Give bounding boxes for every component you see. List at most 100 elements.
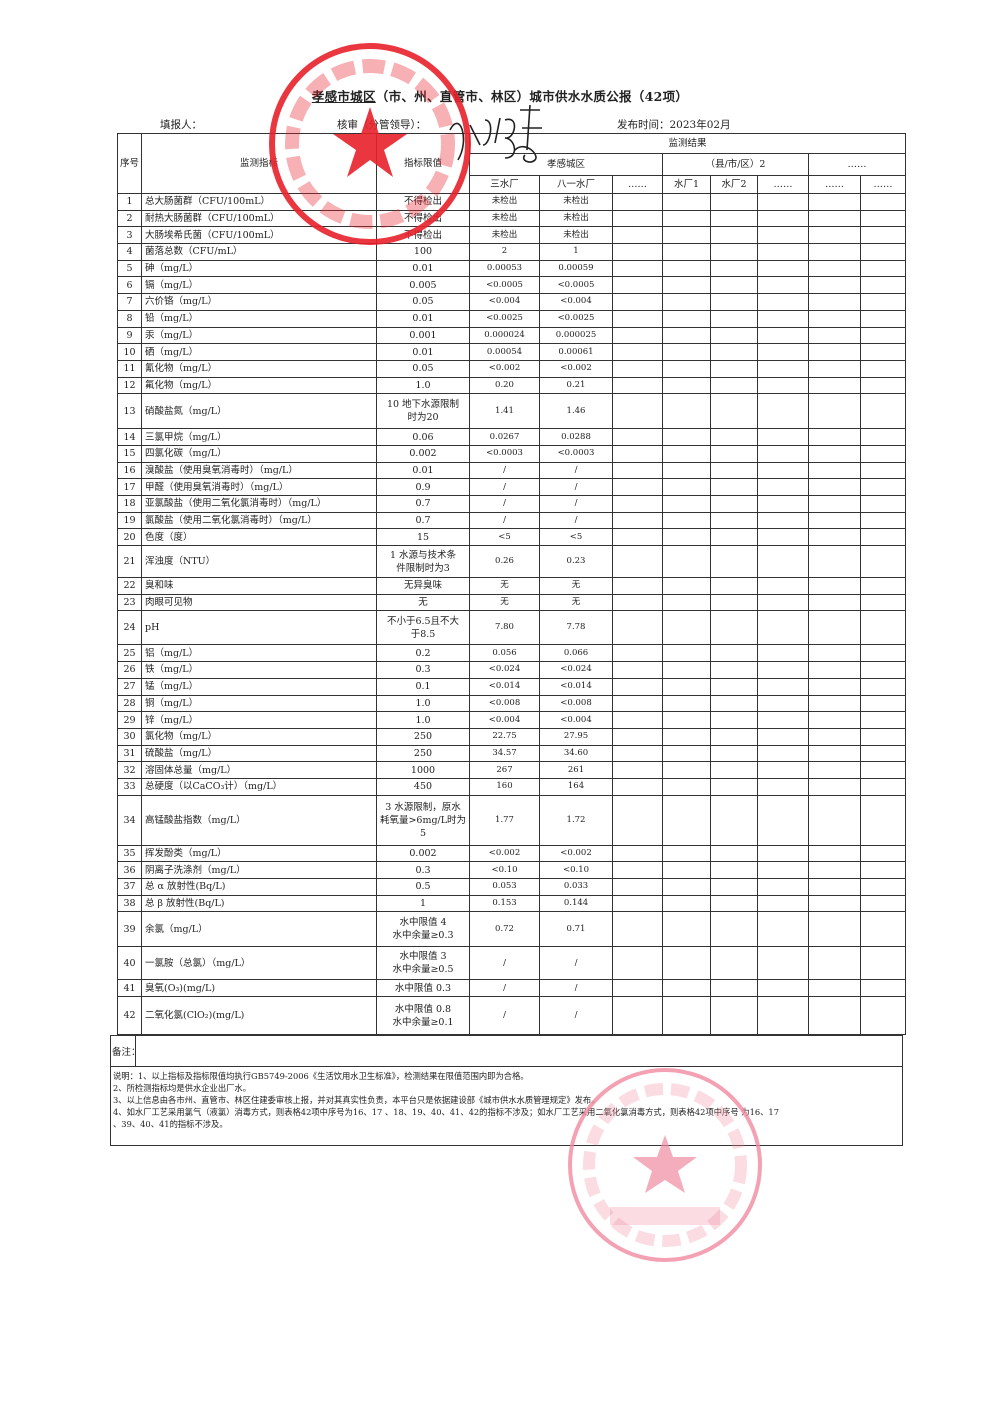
empty-cell: [757, 376, 809, 395]
row-indicator: 余氯（mg/L）: [141, 911, 377, 948]
empty-cell: [710, 946, 758, 981]
header-plant: ……: [808, 175, 861, 194]
row-indicator: 亚氯酸盐（使用二氧化氯消毒时）（mg/L）: [141, 495, 377, 513]
row-limit: 100: [376, 243, 470, 261]
row-indicator: 锰（mg/L）: [141, 677, 377, 696]
row-value-plant-1: 160: [469, 777, 540, 796]
table-row: 36 阴离子洗涤剂（mg/L） 0.3 <0.10 <0.10: [117, 861, 906, 879]
empty-cell: [710, 694, 758, 713]
empty-cell: [710, 727, 758, 746]
empty-cell: [662, 343, 711, 361]
row-seq: 33: [117, 777, 142, 796]
empty-cell: [757, 259, 809, 278]
empty-cell: [662, 661, 711, 679]
empty-cell: [612, 744, 663, 763]
row-indicator: 挥发酚类（mg/L）: [141, 844, 377, 863]
empty-cell: [808, 193, 861, 211]
empty-cell: [757, 727, 809, 746]
empty-cell: [710, 478, 758, 496]
empty-cell: [612, 376, 663, 395]
row-indicator: 氰化物（mg/L）: [141, 359, 377, 378]
empty-cell: [757, 744, 809, 763]
row-value-plant-1: <0.002: [469, 359, 540, 378]
row-seq: 21: [117, 545, 142, 579]
empty-cell: [612, 644, 663, 663]
empty-cell: [860, 478, 906, 496]
table-row: 9 汞（mg/L） 0.001 0.000024 0.000025: [117, 326, 906, 345]
header-plant: 水厂2: [710, 175, 758, 194]
empty-cell: [808, 577, 861, 595]
row-value-plant-1: /: [469, 478, 540, 496]
row-indicator: 铅（mg/L）: [141, 309, 377, 328]
row-seq: 42: [117, 996, 142, 1036]
table-row: 10 硒（mg/L） 0.01 0.00054 0.00061: [117, 343, 906, 361]
row-limit: 不得检出: [376, 193, 470, 211]
row-seq: 15: [117, 444, 142, 463]
row-indicator: 浑浊度（NTU）: [141, 545, 377, 579]
row-limit: 0.001: [376, 326, 470, 345]
row-value-plant-2: 未检出: [539, 226, 613, 245]
empty-cell: [612, 946, 663, 981]
empty-cell: [612, 276, 663, 295]
row-value-plant-1: 未检出: [469, 209, 540, 228]
table-row: 17 甲醛（使用臭氧消毒时）（mg/L） 0.9//: [117, 478, 906, 496]
row-limit: 15: [376, 528, 470, 547]
row-seq: 17: [117, 478, 142, 496]
row-value-plant-1: 未检出: [469, 193, 540, 211]
row-indicator: 耐热大肠菌群（CFU/100mL）: [141, 209, 377, 228]
table-row: 5 砷（mg/L） 0.01 0.00053 0.00059: [117, 259, 906, 278]
row-indicator: 总大肠菌群（CFU/100mL）: [141, 193, 377, 211]
empty-cell: [757, 243, 809, 261]
empty-cell: [612, 293, 663, 311]
table-row: 6 镉（mg/L） 0.005 <0.0005 <0.0005: [117, 276, 906, 295]
header-seq: 序号: [117, 133, 142, 194]
empty-cell: [757, 444, 809, 463]
empty-cell: [612, 309, 663, 328]
empty-cell: [612, 511, 663, 530]
reviewer-label: 核审（分管领导）：: [337, 119, 427, 131]
empty-cell: [612, 711, 663, 729]
empty-cell: [860, 428, 906, 446]
row-seq: 11: [117, 359, 142, 378]
empty-cell: [757, 193, 809, 211]
row-limit: 0.1: [376, 677, 470, 696]
header-group-1: 孝感城区: [469, 153, 663, 176]
empty-cell: [757, 393, 809, 430]
row-value-plant-1: 0.72: [469, 911, 540, 948]
row-value-plant-1: 1.41: [469, 393, 540, 430]
empty-cell: [860, 444, 906, 463]
row-value-plant-1: 34.57: [469, 744, 540, 763]
empty-cell: [612, 461, 663, 480]
row-seq: 22: [117, 577, 142, 595]
empty-cell: [757, 777, 809, 796]
empty-cell: [612, 577, 663, 595]
empty-cell: [808, 844, 861, 863]
empty-cell: [710, 677, 758, 696]
empty-cell: [710, 511, 758, 530]
table-row: 37 总 α 放射性(Bq/L) 0.5 0.053 0.033: [117, 878, 906, 896]
empty-cell: [757, 511, 809, 530]
table-row: 18 亚氯酸盐（使用二氧化氯消毒时）（mg/L） 0.7//: [117, 495, 906, 513]
empty-cell: [710, 644, 758, 663]
row-limit: 3 水源限制，原水 耗氧量>6mg/L时为 5: [376, 794, 470, 846]
table-row: 23 肉眼可见物无无无: [117, 593, 906, 612]
empty-cell: [710, 243, 758, 261]
empty-cell: [808, 259, 861, 278]
row-seq: 10: [117, 343, 142, 361]
row-seq: 38: [117, 894, 142, 913]
table-row: 20 色度（度） 15 <5 <5: [117, 528, 906, 547]
table-row: 31 硫酸盐（mg/L） 250 34.57 34.60: [117, 744, 906, 763]
header-plant: 水厂1: [662, 175, 711, 194]
row-value-plant-2: <0.004: [539, 711, 613, 729]
empty-cell: [612, 677, 663, 696]
row-indicator: 氟化物（mg/L）: [141, 376, 377, 395]
empty-cell: [662, 711, 711, 729]
table-row: 32 溶固体总量（mg/L） 1000 267 261: [117, 761, 906, 779]
row-limit: 0.7: [376, 511, 470, 530]
table-row: 28 铜（mg/L） 1.0 <0.008 <0.008: [117, 694, 906, 713]
empty-cell: [662, 610, 711, 646]
empty-cell: [662, 226, 711, 245]
empty-cell: [808, 293, 861, 311]
table-row: 3 大肠埃希氏菌（CFU/100mL） 不得检出 未检出 未检出: [117, 226, 906, 245]
empty-cell: [662, 744, 711, 763]
